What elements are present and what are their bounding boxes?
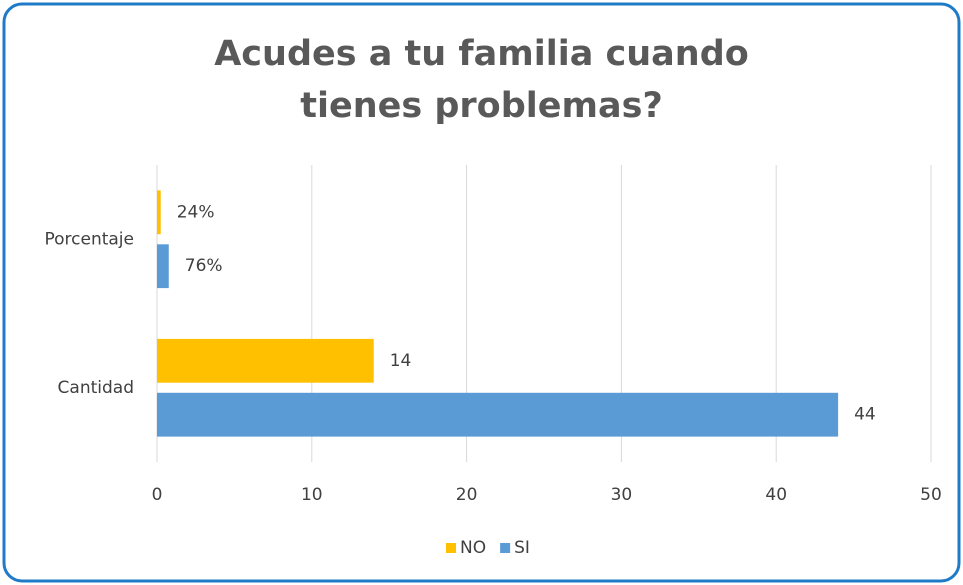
bar: [157, 244, 169, 289]
bar: [157, 392, 839, 437]
x-tick-label: 20: [456, 485, 478, 505]
x-tick-label: 30: [611, 485, 633, 505]
chart-title: Acudes a tu familia cuando tienes proble…: [214, 34, 749, 126]
legend-swatch: [446, 543, 456, 553]
legend-label: NO: [460, 538, 486, 558]
data-label: 14: [390, 351, 412, 371]
y-tick-label: Cantidad: [58, 378, 134, 398]
data-label: 76%: [185, 256, 223, 276]
legend-label: SI: [514, 538, 530, 558]
bar: [157, 338, 374, 383]
data-label: 24%: [177, 202, 215, 222]
x-tick-label: 0: [152, 485, 163, 505]
y-tick-label: Porcentaje: [44, 229, 134, 249]
x-tick-label: 40: [765, 485, 787, 505]
legend-swatch: [500, 543, 511, 553]
data-label: 44: [854, 405, 876, 425]
bar: [157, 190, 161, 235]
x-tick-label: 50: [920, 485, 942, 505]
x-tick-label: 10: [301, 485, 323, 505]
